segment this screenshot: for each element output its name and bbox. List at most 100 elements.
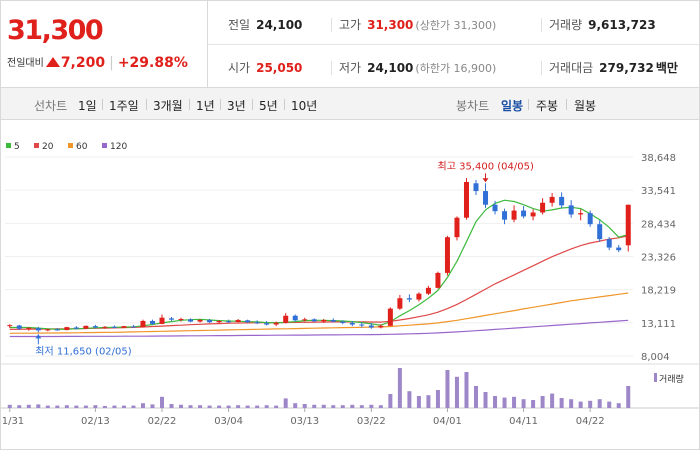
volume-bar bbox=[407, 391, 412, 408]
candle-body bbox=[540, 202, 546, 213]
legend-swatch-5 bbox=[6, 143, 11, 148]
y-tick-label: 18,219 bbox=[641, 286, 676, 297]
tab-daily[interactable]: 일봉 bbox=[501, 99, 524, 113]
candle-body bbox=[45, 329, 51, 331]
volume-bar bbox=[179, 404, 184, 408]
candle-body bbox=[454, 217, 460, 238]
candle-body bbox=[178, 319, 184, 321]
y-tick-label: 28,434 bbox=[641, 219, 676, 230]
volume-bar bbox=[36, 404, 41, 408]
candle-body bbox=[273, 322, 279, 325]
volume-bar bbox=[217, 405, 222, 408]
volume-bar bbox=[102, 406, 107, 408]
candle-body bbox=[397, 298, 403, 309]
candle-body bbox=[578, 213, 584, 215]
candle-body bbox=[54, 329, 60, 331]
low-arrow-icon bbox=[35, 334, 42, 339]
volume-bar bbox=[597, 399, 602, 408]
volume-bar bbox=[550, 393, 555, 408]
candle-body bbox=[83, 325, 89, 329]
volume-bar bbox=[293, 403, 298, 408]
volume-bar bbox=[378, 405, 383, 408]
change-value: 7,200 bbox=[60, 55, 106, 71]
candle-body bbox=[159, 317, 165, 324]
quote-summary: 31,300 전일대비 7,200 | +29.88% 전일 24,100 고가 31,3… bbox=[0, 0, 700, 88]
candle-body bbox=[254, 322, 260, 324]
tab-1y[interactable]: 1년 bbox=[196, 99, 215, 113]
volume-bar bbox=[17, 405, 22, 408]
legend-swatch-120 bbox=[102, 143, 107, 148]
tab-1d[interactable]: 1일 bbox=[78, 99, 97, 113]
volume-bar bbox=[340, 405, 345, 408]
candle-body bbox=[111, 326, 117, 328]
volume-bar bbox=[255, 405, 260, 408]
candle-body bbox=[368, 325, 374, 328]
candle-body bbox=[130, 326, 136, 328]
volume-bar bbox=[198, 405, 203, 408]
tab-5y[interactable]: 5년 bbox=[259, 99, 278, 113]
candle-body bbox=[302, 319, 308, 321]
tab-divider bbox=[220, 99, 221, 110]
prev-close-label: 전일 bbox=[228, 18, 251, 32]
tab-3y[interactable]: 3년 bbox=[227, 99, 246, 113]
volume-bar bbox=[188, 405, 193, 408]
tab-3m[interactable]: 3개월 bbox=[153, 99, 183, 113]
volume-bar bbox=[112, 405, 117, 408]
current-price: 31,300 bbox=[7, 15, 104, 46]
candle-body bbox=[226, 321, 232, 323]
high-cell: 고가 31,300 (상한가 31,300) bbox=[339, 16, 496, 36]
x-tick-label: 03/13 bbox=[290, 416, 319, 427]
volume-bar bbox=[245, 405, 250, 408]
volume-bar bbox=[531, 400, 536, 408]
low-label: 저가 bbox=[339, 61, 362, 75]
low-annotation: 최저 11,650 (02/05) bbox=[35, 345, 131, 357]
candle-body bbox=[435, 272, 441, 288]
volume-bar bbox=[55, 405, 60, 408]
candle-body bbox=[425, 287, 431, 294]
candle-body bbox=[207, 319, 213, 323]
candle-body bbox=[416, 293, 422, 300]
tab-monthly[interactable]: 월봉 bbox=[574, 99, 597, 113]
volume-bar bbox=[578, 401, 583, 408]
volume-bar bbox=[454, 376, 459, 408]
volume-bar bbox=[388, 394, 393, 408]
prev-close-cell: 전일 24,100 bbox=[228, 16, 302, 36]
x-tick-label: 01/31 bbox=[1, 416, 24, 427]
cell-divider bbox=[331, 18, 332, 32]
volume-bar bbox=[493, 396, 498, 408]
candle-body bbox=[149, 320, 155, 324]
change-label: 전일대비 bbox=[7, 58, 44, 69]
open-label: 시가 bbox=[228, 61, 251, 75]
volume-bar bbox=[350, 404, 355, 408]
legend-label-120: 120 bbox=[110, 142, 127, 152]
legend-label-20: 20 bbox=[42, 142, 54, 152]
x-tick-label: 04/11 bbox=[509, 416, 538, 427]
chart-background bbox=[1, 120, 699, 449]
tab-1w[interactable]: 1주일 bbox=[109, 99, 139, 113]
candle-body bbox=[16, 325, 22, 329]
change-line: 전일대비 7,200 | +29.88% bbox=[7, 54, 188, 71]
cell-divider bbox=[541, 61, 542, 75]
high-annotation: 최고 35,400 (04/05) bbox=[438, 160, 534, 172]
tab-divider bbox=[189, 99, 190, 110]
volume-bar bbox=[283, 398, 288, 408]
legend-swatch-60 bbox=[68, 143, 73, 148]
candle-body bbox=[292, 315, 298, 321]
volume-bar bbox=[302, 404, 307, 408]
candle-body bbox=[26, 327, 32, 329]
volume-bar bbox=[397, 368, 402, 408]
tab-10y[interactable]: 10년 bbox=[291, 99, 318, 113]
candle-body bbox=[7, 325, 13, 327]
candle-body bbox=[511, 210, 517, 220]
candle-body bbox=[35, 328, 41, 331]
candle-body bbox=[340, 321, 346, 323]
volume-bar bbox=[7, 404, 12, 408]
candle-body bbox=[502, 211, 508, 220]
volume-bar bbox=[121, 405, 126, 408]
volume-bar bbox=[559, 398, 564, 408]
candle-body bbox=[606, 239, 612, 248]
y-tick-label: 23,326 bbox=[641, 253, 676, 264]
tab-weekly[interactable]: 주봉 bbox=[536, 99, 559, 113]
volume-bar bbox=[236, 405, 241, 408]
cell-divider bbox=[541, 18, 542, 32]
